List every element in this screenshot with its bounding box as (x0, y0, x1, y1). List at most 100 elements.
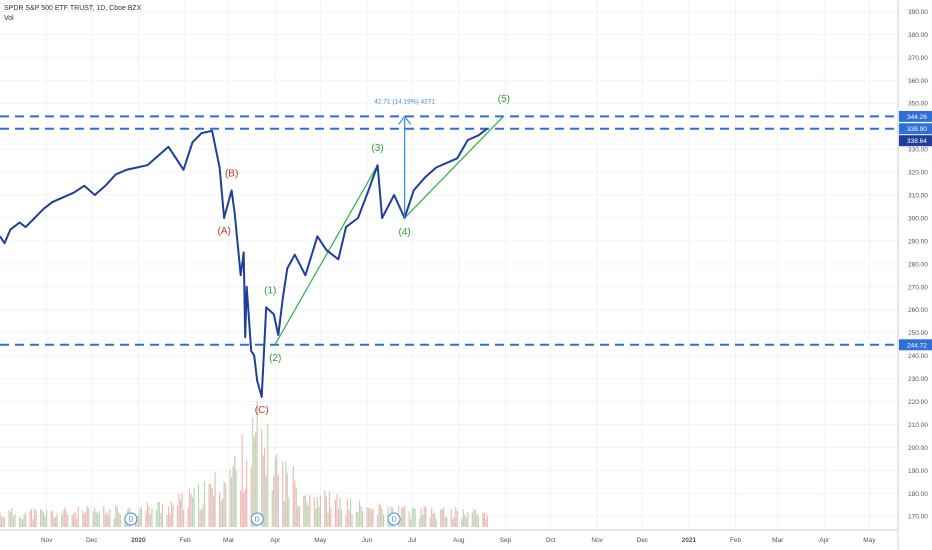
y-tick-label: 290.00 (908, 238, 928, 245)
time-axis[interactable]: Nov Dec 2020 Feb Mar Apr May Jun Jul Aug Sep Oct Nov… (41, 537, 876, 544)
dividend-marker[interactable] (124, 512, 138, 526)
y-tick-label: 260.00 (908, 307, 928, 314)
volume-bar (325, 496, 328, 527)
volume-bar (349, 498, 352, 527)
volume-bar (92, 510, 94, 527)
volume-bar (52, 510, 54, 527)
horizontal-levels[interactable] (0, 115, 898, 346)
volume-bar (119, 514, 121, 527)
volume-bar (212, 496, 215, 527)
volume-bar (337, 509, 340, 527)
volume-bar (95, 511, 97, 527)
volume-bar (104, 514, 106, 527)
volume-bar (261, 429, 263, 527)
x-tick-label: Apr (270, 537, 281, 544)
volume-bar (256, 400, 258, 527)
volume-bar (20, 518, 22, 527)
volume-bar (137, 515, 139, 527)
volume-bar (61, 514, 63, 527)
price-label-text: 338.64 (907, 138, 927, 145)
volume-bar (465, 517, 467, 527)
volume-bar (358, 500, 361, 527)
volume-bar (139, 508, 141, 527)
x-tick-label: Mar (772, 537, 784, 544)
dividend-marker-label: D (128, 517, 133, 524)
volume-bar (86, 506, 88, 527)
volume-bar (32, 519, 34, 527)
volume-bar (461, 518, 463, 527)
volume-bar (199, 510, 201, 527)
volume-bar (432, 513, 434, 527)
volume-bar (167, 506, 170, 527)
x-tick-label: Nov (41, 537, 53, 544)
dividend-marker[interactable] (250, 512, 264, 526)
volume-label[interactable]: Vol (4, 15, 14, 22)
volume-bar (348, 510, 350, 527)
volume-bar (425, 507, 427, 527)
x-tick-label: Feb (730, 537, 742, 544)
price-label-box[interactable] (899, 123, 932, 135)
volume-bar (294, 480, 296, 527)
volume-bar (431, 508, 433, 527)
volume-bar (282, 461, 284, 527)
measure-arrowhead[interactable] (398, 115, 412, 125)
volume-bar (109, 508, 111, 527)
volume-bar (190, 493, 192, 527)
volume-bar (304, 494, 306, 527)
volume-bar (244, 489, 246, 527)
volume-bar (336, 493, 338, 527)
volume-bar (462, 509, 464, 527)
volume-bar (148, 506, 150, 527)
volume-bar (411, 507, 413, 527)
volume-bar (225, 483, 227, 527)
x-tick-label: 2020 (131, 537, 146, 544)
volume-bar (402, 506, 404, 527)
volume-bar (116, 506, 118, 527)
volume-bar (214, 472, 216, 527)
volume-bar (288, 496, 290, 527)
wave-label-impulse: (3) (371, 143, 383, 154)
volume-bar (197, 483, 200, 527)
price-axis[interactable]: 170.00 180.00 190.00 200.00 210.00 220.00 230.… (899, 0, 932, 550)
wave-trendline[interactable] (274, 164, 379, 345)
price-label-box[interactable] (899, 135, 932, 147)
volume-bar (170, 501, 173, 527)
volume-bar (303, 495, 305, 527)
volume-bar (486, 514, 488, 527)
volume-bar (482, 512, 484, 527)
volume-bar (271, 490, 273, 527)
dividend-marker[interactable] (387, 512, 401, 526)
volume-bar (182, 510, 185, 527)
volume-bar (209, 483, 212, 527)
volume-bar (46, 510, 48, 527)
volume-bar (124, 517, 126, 527)
volume-bar (440, 509, 442, 527)
wave-trendline[interactable] (404, 115, 505, 219)
price-label-text: 338.90 (907, 126, 927, 133)
price-label-box[interactable] (899, 110, 932, 122)
volume-bar (401, 508, 403, 527)
y-tick-label: 380.00 (908, 32, 928, 39)
volume-bar (220, 500, 222, 527)
volume-bar (408, 511, 410, 527)
volume-bar (179, 499, 182, 527)
dividend-marker-label: D (392, 517, 397, 524)
volume-bar (202, 504, 204, 527)
volume-bar (41, 510, 43, 527)
y-tick-label: 330.00 (908, 147, 928, 154)
volume-bar (346, 499, 349, 527)
volume-bar (298, 506, 300, 527)
price-label-box[interactable] (899, 339, 932, 351)
x-tick-label: May (314, 537, 327, 544)
wave-lines[interactable] (274, 115, 505, 345)
volume-bar (191, 497, 194, 527)
measurement-tool[interactable]: 42.71 (14.19%) 4271 (374, 98, 435, 218)
wave-label-corrective: (C) (255, 405, 269, 416)
volume-bar (234, 455, 236, 527)
symbol-title[interactable]: SPDR S&P 500 ETF TRUST, 1D, Cboe BZX (4, 5, 142, 12)
volume-bar (149, 514, 152, 527)
volume-bar (21, 519, 24, 527)
volume-bar (297, 505, 299, 527)
